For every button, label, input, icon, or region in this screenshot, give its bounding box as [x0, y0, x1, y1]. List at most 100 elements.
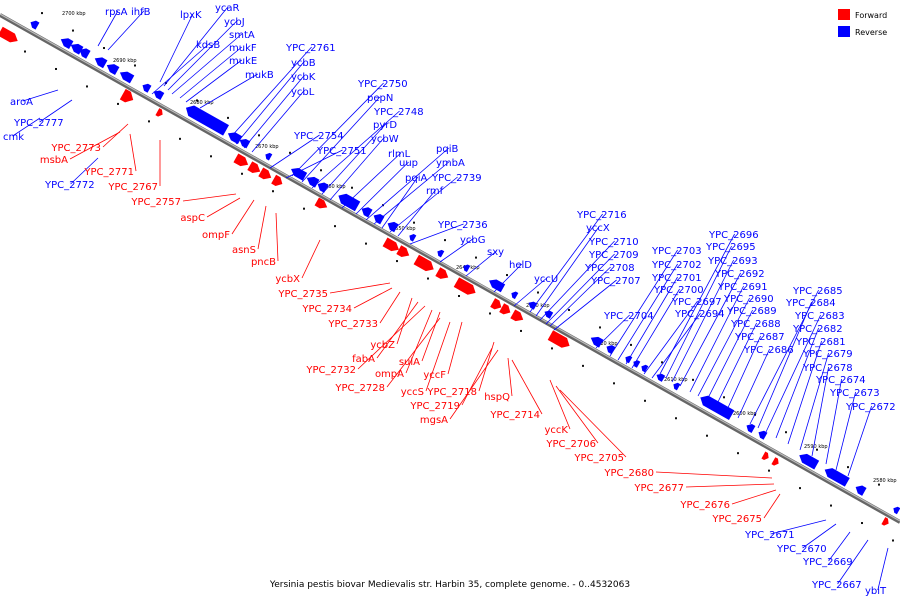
leader-line	[671, 259, 734, 383]
leader-line	[659, 233, 735, 375]
gene-label-ypc-2697: YPC_2697	[671, 297, 722, 308]
gene-label-ypc-2732: YPC_2732	[305, 365, 356, 376]
gene-label-sula: sulA	[399, 357, 420, 368]
gene-label-pyrd: pyrD	[373, 120, 397, 131]
gene-label-ypc-2719: YPC_2719	[409, 401, 460, 412]
leader-line	[311, 110, 400, 189]
minor-dot	[41, 12, 43, 15]
gene-label-pqib: pqiB	[436, 144, 458, 155]
gene-label-ypc-2735: YPC_2735	[277, 289, 328, 300]
gene-label-ypc-2739: YPC_2739	[431, 173, 482, 184]
minor-dot	[427, 277, 429, 280]
gene-label-msba: msbA	[40, 155, 68, 166]
gene-label-ypc-2690: YPC_2690	[723, 294, 774, 305]
reverse-gene	[317, 182, 329, 193]
leader-line	[825, 378, 842, 465]
gene-label-ypc-2707: YPC_2707	[590, 276, 641, 287]
leader-line	[22, 89, 59, 102]
forward-gene	[881, 517, 889, 526]
leader-line	[828, 531, 851, 562]
reverse-gene	[606, 345, 616, 355]
leader-line	[837, 539, 869, 585]
leader-line	[425, 321, 451, 392]
leader-line	[321, 123, 387, 195]
gene-label-ypc-2671: YPC_2671	[744, 530, 795, 541]
leader-line	[545, 253, 615, 325]
gene-features	[0, 20, 900, 526]
minor-dot	[103, 47, 105, 50]
gene-label-ypc-2694: YPC_2694	[674, 309, 725, 320]
legend: Forward Reverse	[838, 9, 887, 37]
gene-label-rmf: rmf	[426, 186, 444, 197]
leader-line	[365, 147, 450, 221]
minor-dot	[520, 329, 522, 332]
gene-label-ypc-2678: YPC_2678	[802, 363, 853, 374]
minor-dot	[630, 343, 632, 346]
gene-label-ycck: yccK	[545, 425, 569, 436]
leader-line	[69, 131, 121, 160]
minor-dot	[320, 169, 322, 172]
gene-label-ypc-2716: YPC_2716	[576, 210, 627, 221]
gene-label-hspq: hspQ	[484, 392, 510, 403]
scale-tick-label: 2590 kbp	[804, 444, 828, 450]
gene-label-mukf: mukF	[229, 43, 257, 54]
gene-label-ypc-2700: YPC_2700	[653, 285, 704, 296]
minor-dot	[613, 382, 615, 385]
gene-label-lpxk: lpxK	[180, 10, 202, 21]
leader-line	[679, 272, 741, 387]
leader-line	[107, 10, 145, 51]
scale-tick-label: 2700 kbp	[62, 11, 86, 17]
minor-dot	[258, 134, 260, 137]
gene-label-ypc-2672: YPC_2672	[845, 402, 896, 413]
leader-line	[409, 223, 464, 245]
leader-line	[397, 189, 436, 237]
minor-dot	[568, 308, 570, 311]
leader-line	[243, 75, 305, 149]
reverse-gene	[106, 64, 120, 75]
leader-line	[539, 240, 615, 321]
minor-dot	[444, 239, 446, 242]
scale-tick-label: 2690 kbp	[113, 58, 137, 64]
legend-swatch-reverse	[838, 26, 850, 37]
legend-label-forward: Forward	[855, 11, 887, 20]
leader-line	[697, 297, 750, 397]
gene-label-ypc-2675: YPC_2675	[711, 514, 762, 525]
gene-label-ypc-2684: YPC_2684	[785, 298, 836, 309]
reverse-gene	[119, 71, 135, 84]
gene-label-mukb: mukB	[245, 70, 274, 81]
leader-line	[553, 279, 617, 331]
gene-label-ihfb: ihfB	[131, 7, 151, 18]
gene-label-ypc-2681: YPC_2681	[795, 337, 846, 348]
gene-label-rpsa: rpsA	[105, 7, 128, 18]
gene-label-ypc-2693: YPC_2693	[707, 256, 758, 267]
leader-line	[163, 6, 229, 87]
gene-label-ycbk: ycbK	[291, 72, 316, 83]
minor-dot	[599, 326, 601, 329]
reverse-gene	[893, 506, 900, 515]
forward-gene	[247, 161, 261, 174]
leader-line	[731, 489, 777, 505]
reverse-gene	[30, 20, 40, 30]
minor-dot	[303, 207, 305, 210]
minor-dot	[489, 312, 491, 315]
minor-dot	[816, 448, 818, 451]
minor-dot	[475, 256, 477, 259]
minor-dot	[692, 378, 694, 381]
leader-line	[799, 352, 829, 451]
minor-dot	[830, 504, 832, 507]
minor-dot	[351, 186, 353, 189]
minor-dot	[134, 64, 136, 67]
leader-line	[835, 391, 856, 471]
minor-dot	[148, 120, 150, 123]
minor-dot	[661, 361, 663, 364]
leader-line	[199, 73, 259, 109]
reverse-gene	[239, 138, 251, 149]
leader-line	[12, 117, 41, 137]
minor-dot	[706, 434, 708, 437]
leader-line	[555, 385, 599, 444]
gene-label-ypc-2695: YPC_2695	[705, 242, 756, 253]
gene-label-ypc-2680: YPC_2680	[603, 468, 654, 479]
forward-gene	[435, 267, 449, 279]
minor-dot	[537, 291, 539, 294]
leader-line	[206, 197, 241, 218]
